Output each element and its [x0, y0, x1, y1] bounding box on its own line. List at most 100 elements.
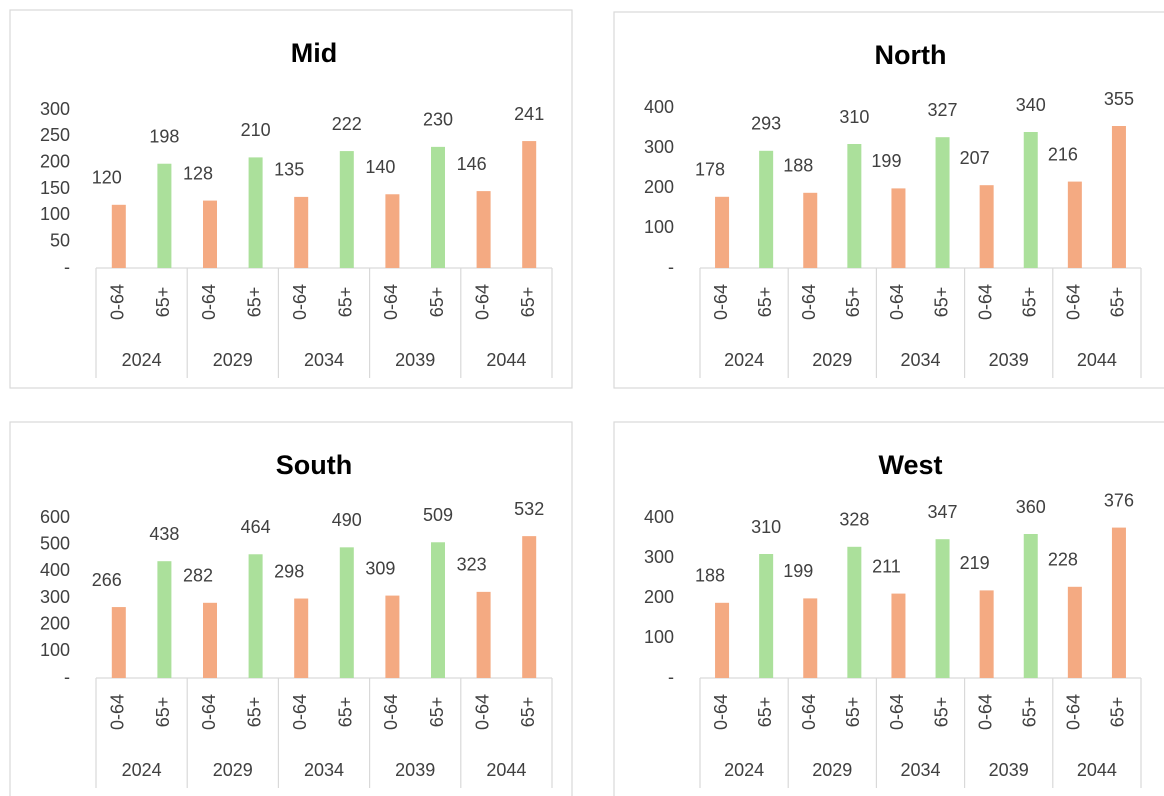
value-label: 310 [751, 517, 781, 537]
x-tick-label: 0-64 [711, 284, 731, 320]
x-tick-label: 65+ [336, 697, 356, 728]
x-tick-label: 65+ [843, 287, 863, 318]
value-label: 228 [1048, 550, 1078, 570]
value-label: 376 [1104, 490, 1134, 510]
value-label: 293 [751, 114, 781, 134]
group-label: 2029 [812, 350, 852, 370]
y-tick-label: - [64, 257, 70, 277]
bar [715, 196, 730, 268]
bar [1111, 527, 1126, 678]
x-tick-label: 65+ [153, 697, 173, 728]
group-label: 2039 [989, 760, 1029, 780]
bar [979, 590, 994, 678]
y-tick-label: 300 [644, 137, 674, 157]
x-tick-label: 65+ [244, 287, 264, 318]
group-label: 2034 [304, 760, 344, 780]
x-tick-label: 0-64 [887, 694, 907, 730]
bar [1023, 132, 1038, 268]
group-label: 2024 [724, 350, 764, 370]
y-tick-label: 300 [40, 99, 70, 119]
x-tick-label: 0-64 [1064, 284, 1084, 320]
bar [803, 598, 818, 678]
value-label: 211 [872, 556, 901, 576]
x-tick-label: 0-64 [381, 284, 401, 320]
x-tick-label: 0-64 [1064, 694, 1084, 730]
value-label: 360 [1016, 497, 1046, 517]
value-label: 140 [365, 157, 395, 177]
value-label: 199 [783, 561, 813, 581]
x-tick-label: 65+ [427, 287, 447, 318]
x-tick-label: 0-64 [975, 694, 995, 730]
value-label: 241 [514, 104, 544, 124]
x-tick-label: 65+ [518, 697, 538, 728]
y-tick-label: 300 [644, 547, 674, 567]
x-tick-label: 65+ [755, 697, 775, 728]
x-tick-label: 0-64 [472, 694, 492, 730]
value-label: 323 [457, 555, 487, 575]
value-label: 328 [839, 510, 869, 530]
y-tick-label: 100 [644, 217, 674, 237]
bar [476, 191, 491, 268]
bar [803, 192, 818, 268]
chart-title: West [878, 450, 942, 480]
x-tick-label: 0-64 [472, 284, 492, 320]
value-label: 210 [241, 120, 271, 140]
x-tick-label: 0-64 [199, 694, 219, 730]
group-label: 2034 [900, 760, 940, 780]
y-tick-label: 400 [644, 507, 674, 527]
bar [935, 539, 950, 678]
value-label: 222 [332, 114, 362, 134]
x-tick-label: 0-64 [799, 694, 819, 730]
bar [522, 141, 537, 268]
value-label: 327 [928, 100, 958, 120]
chart-panel: North - 100 200 300 400 2024 2029 2034 2039 2044 17… [613, 11, 1164, 389]
x-tick-label: 65+ [518, 287, 538, 318]
x-tick-label: 65+ [755, 287, 775, 318]
x-tick-label: 65+ [931, 697, 951, 728]
group-label: 2029 [812, 760, 852, 780]
group-label: 2024 [724, 760, 764, 780]
bar [1111, 126, 1126, 268]
x-tick-label: 65+ [427, 697, 447, 728]
value-label: 188 [695, 566, 725, 586]
group-label: 2044 [486, 350, 526, 370]
group-label: 2034 [304, 350, 344, 370]
group-label: 2029 [213, 350, 253, 370]
x-tick-label: 65+ [931, 287, 951, 318]
bar [294, 196, 309, 268]
bar [979, 185, 994, 268]
bar [715, 602, 730, 678]
x-tick-label: 0-64 [887, 284, 907, 320]
group-label: 2024 [122, 760, 162, 780]
x-tick-label: 0-64 [199, 284, 219, 320]
x-tick-label: 65+ [336, 287, 356, 318]
x-tick-label: 65+ [1020, 287, 1040, 318]
group-label: 2044 [1077, 760, 1117, 780]
x-tick-label: 65+ [843, 697, 863, 728]
bar [847, 546, 862, 678]
chart-panel: West - 100 200 300 400 2024 2029 2034 2039 2044 188… [613, 421, 1164, 796]
bar [1023, 534, 1038, 678]
group-label: 2034 [900, 350, 940, 370]
value-label: 438 [149, 524, 179, 544]
x-tick-label: 0-64 [290, 284, 310, 320]
bar [1067, 181, 1082, 268]
bar [111, 607, 126, 678]
value-label: 340 [1016, 95, 1046, 115]
bar [431, 146, 445, 268]
y-tick-label: - [64, 667, 70, 687]
value-label: 509 [423, 505, 453, 525]
x-tick-label: 0-64 [711, 694, 731, 730]
value-label: 198 [149, 126, 179, 146]
y-tick-label: 150 [40, 178, 70, 198]
bar [339, 547, 354, 678]
x-tick-label: 65+ [1108, 287, 1128, 318]
group-label: 2039 [395, 350, 435, 370]
bar [248, 554, 263, 678]
y-tick-label: 600 [40, 507, 70, 527]
y-tick-label: 500 [40, 533, 70, 553]
bar [759, 150, 774, 268]
value-label: 146 [457, 154, 487, 174]
bar [385, 194, 400, 268]
